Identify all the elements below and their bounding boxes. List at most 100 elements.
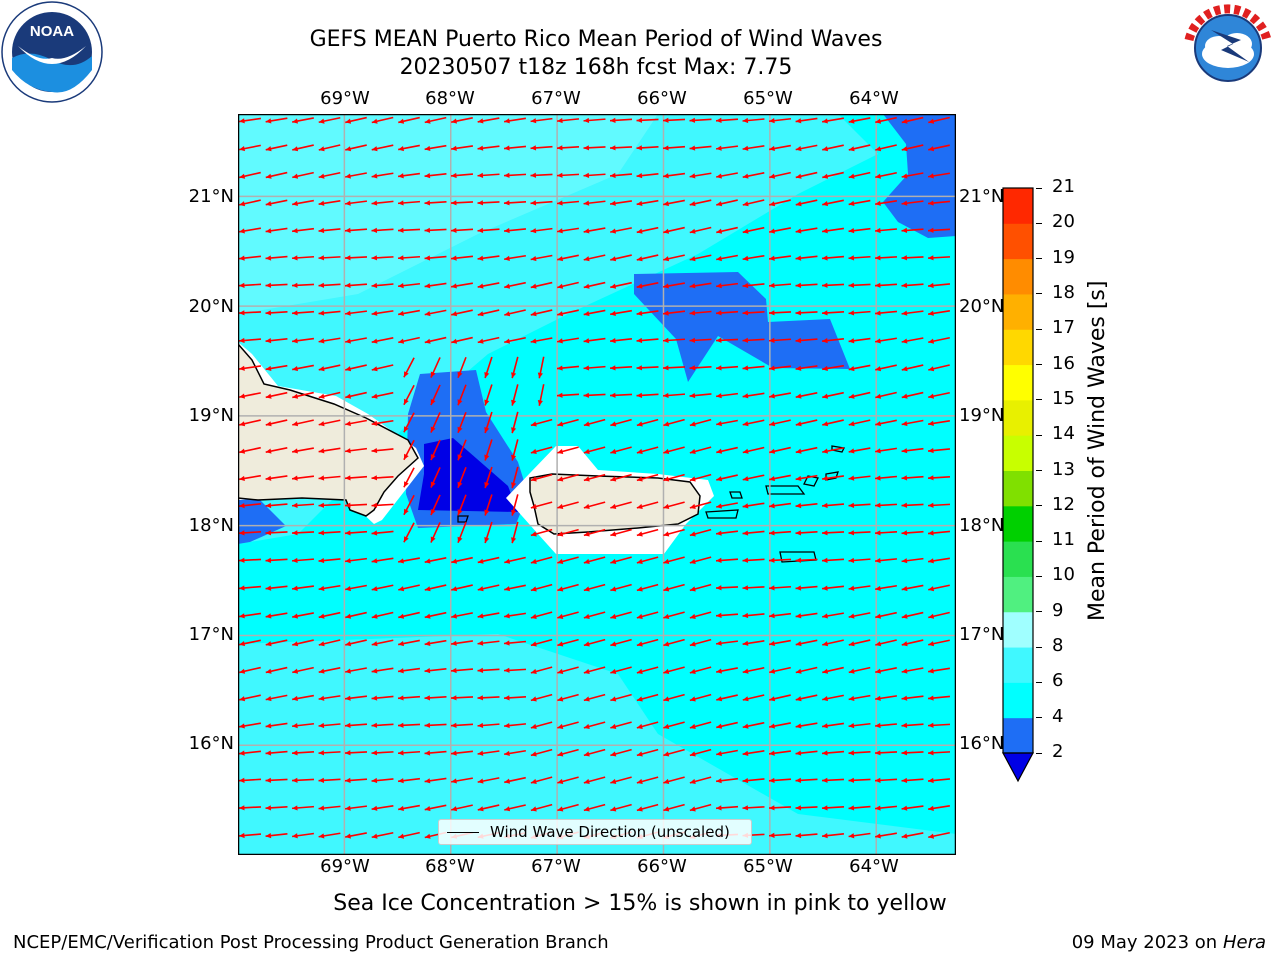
wind-arrow: [557, 309, 579, 317]
wind-arrow: [821, 475, 845, 481]
wind-arrow: [371, 777, 394, 784]
wind-arrow: [318, 722, 341, 729]
wind-arrow: [484, 494, 493, 516]
wind-arrow: [848, 694, 871, 702]
colorbar-tick-mark: [1036, 505, 1042, 507]
wind-arrow: [742, 694, 765, 702]
wind-arrow: [397, 227, 421, 233]
wind-arrow: [821, 722, 845, 729]
lon-tick-bottom-68w: 68°W: [425, 856, 475, 877]
wind-arrow: [371, 336, 394, 344]
wind-arrow: [344, 502, 368, 508]
wind-arrow: [636, 254, 659, 262]
wind-arrow: [371, 364, 394, 372]
wind-arrow: [874, 750, 898, 756]
wind-arrow: [504, 281, 526, 289]
colorbar-band: [1003, 470, 1033, 507]
wind-arrow: [503, 172, 527, 178]
wind-arrow: [610, 611, 632, 619]
wind-arrow: [610, 418, 632, 427]
wind-arrow: [901, 475, 924, 481]
wind-arrow: [430, 357, 441, 378]
wind-arrow: [292, 199, 314, 207]
wind-arrow: [742, 805, 765, 811]
lat-tick-right-20n: 20°N: [959, 296, 1005, 317]
colorbar-tick-label: 9: [1052, 599, 1064, 621]
wind-arrow: [901, 584, 924, 592]
wind-arrow: [239, 639, 261, 647]
wind-arrow: [662, 365, 686, 371]
wind-arrow: [742, 446, 765, 454]
colorbar-frame: [1002, 187, 1034, 754]
wind-arrow: [901, 172, 924, 179]
wind-arrow: [795, 832, 818, 839]
wind-arrow: [848, 171, 871, 179]
wind-arrow: [663, 501, 685, 509]
wind-arrow: [318, 502, 341, 508]
colorbar-tick-label: 15: [1052, 387, 1075, 409]
wind-arrow: [504, 804, 526, 812]
wind-arrow: [318, 530, 341, 536]
wind-arrow: [689, 117, 712, 123]
wind-arrow: [689, 337, 712, 343]
wind-arrow: [795, 639, 818, 647]
wind-arrow: [689, 172, 712, 179]
land-virgin-islands-1: [765, 485, 806, 495]
wind-arrow: [742, 585, 765, 591]
wind-arrow: [292, 612, 314, 619]
wind-arrow: [795, 722, 818, 729]
wind-arrow: [821, 530, 845, 536]
wind-arrow: [848, 585, 871, 591]
wind-arrow: [344, 722, 368, 729]
wind-arrow: [556, 172, 580, 178]
wind-arrow: [451, 804, 473, 812]
wind-arrow: [821, 310, 845, 316]
lat-tick-right-17n: 17°N: [959, 624, 1005, 645]
wind-arrow: [318, 805, 341, 811]
wind-arrow: [636, 638, 659, 647]
wind-arrow: [583, 803, 606, 812]
wind-arrow: [874, 282, 898, 288]
land-culebra: [729, 491, 743, 499]
wind-arrow: [371, 447, 394, 454]
wind-arrow: [689, 803, 712, 812]
wind-arrow: [662, 145, 686, 151]
wind-arrow: [530, 145, 553, 151]
wind-arrow: [928, 310, 950, 316]
wind-arrow: [238, 612, 262, 619]
wind-arrow: [530, 776, 553, 784]
wind-arrow: [511, 411, 519, 434]
wind-arrow: [768, 750, 792, 756]
wind-arrow: [530, 172, 553, 178]
wind-arrow: [901, 310, 924, 316]
wind-arrow: [265, 117, 288, 124]
wind-arrow: [265, 227, 288, 234]
wind-arrow: [530, 721, 553, 729]
wind-arrow: [742, 282, 765, 289]
wind-arrow: [239, 446, 261, 454]
wind-arrow: [477, 172, 500, 178]
wind-arrow: [371, 750, 394, 756]
wind-arrow: [636, 199, 659, 207]
wind-arrow: [477, 612, 500, 619]
wind-arrow: [371, 116, 394, 124]
wind-arrow: [928, 639, 950, 647]
wind-arrow: [927, 475, 951, 481]
wind-arrow: [291, 227, 315, 234]
wind-arrow: [927, 255, 951, 261]
wind-arrow: [318, 227, 341, 234]
wind-arrow: [795, 171, 818, 179]
colorbar-band: [1003, 717, 1033, 754]
wind-arrow: [663, 418, 685, 427]
wind-arrow: [742, 117, 765, 124]
wind-arrow: [795, 446, 818, 454]
wind-arrow: [424, 255, 447, 261]
wind-arrow: [821, 557, 845, 563]
lon-tick-bottom-65w: 65°W: [743, 856, 793, 877]
wind-arrow: [556, 392, 580, 398]
wind-arrow: [557, 638, 579, 647]
wind-arrow: [874, 777, 898, 783]
wind-arrow: [848, 832, 871, 839]
wind-arrow: [689, 528, 712, 537]
wind-arrow: [583, 227, 606, 234]
